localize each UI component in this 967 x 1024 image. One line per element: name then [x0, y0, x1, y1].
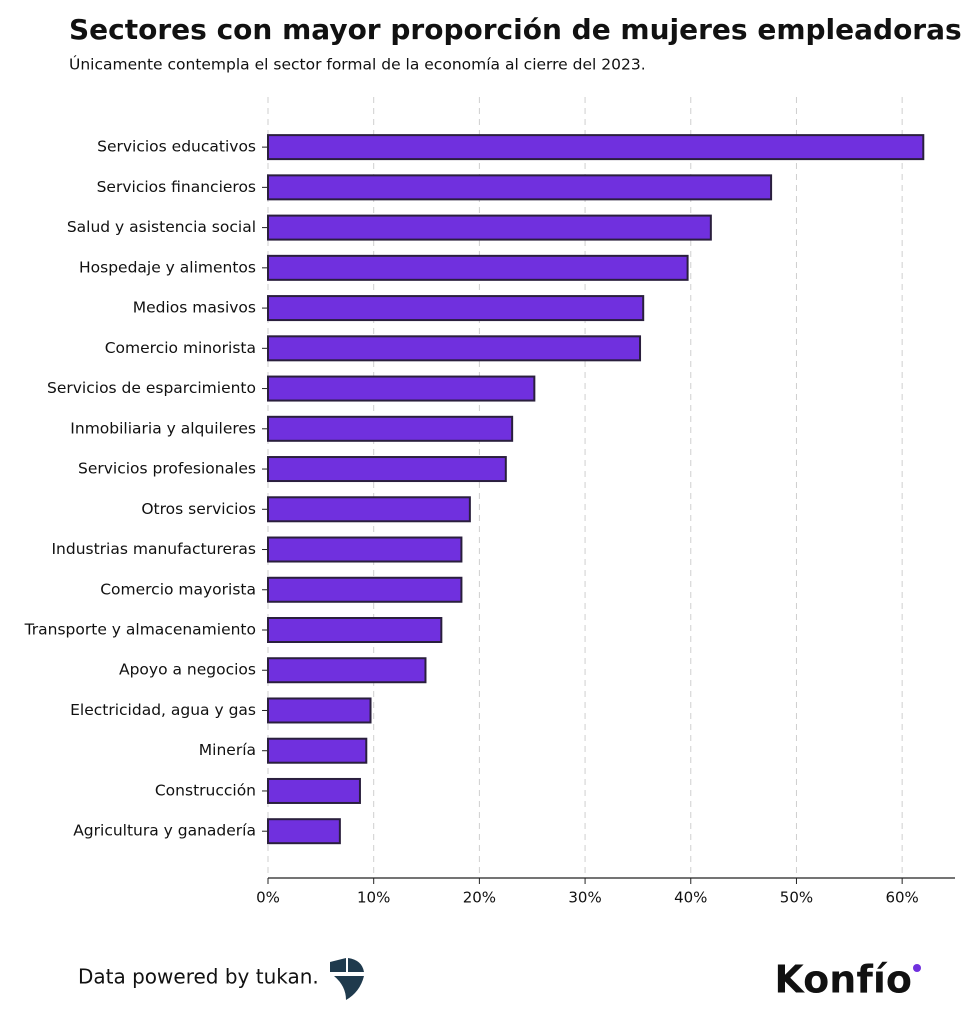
tukan-logo — [330, 958, 364, 1000]
bar — [267, 737, 368, 764]
chart-subtitle: Únicamente contempla el sector formal de… — [69, 55, 646, 74]
bar — [267, 697, 372, 724]
bar — [267, 415, 514, 442]
y-tick-label: Minería — [199, 741, 256, 759]
y-tick-label: Salud y asistencia social — [67, 218, 256, 236]
y-tick-label: Agricultura y ganadería — [73, 822, 256, 840]
y-tick-label: Medios masivos — [133, 299, 256, 317]
y-tick-label: Otros servicios — [141, 500, 256, 518]
bar — [267, 777, 361, 804]
footer-credit: Data powered by tukan. — [78, 965, 319, 989]
y-tick-label: Servicios profesionales — [78, 460, 256, 478]
y-tick-label: Construcción — [155, 781, 256, 799]
y-tick-label: Servicios educativos — [97, 138, 256, 156]
y-tick-label: Inmobiliaria y alquileres — [70, 419, 256, 437]
bar — [267, 456, 507, 483]
bar — [267, 174, 773, 201]
bar — [267, 295, 645, 322]
y-tick-label: Servicios financieros — [97, 178, 256, 196]
bar — [267, 657, 427, 684]
bar — [267, 818, 341, 845]
y-tick-label: Apoyo a negocios — [119, 661, 256, 679]
y-tick-label: Hospedaje y alimentos — [79, 258, 256, 276]
x-tick-label: 0% — [256, 889, 280, 907]
bar — [267, 375, 536, 402]
y-tick-label: Comercio minorista — [105, 339, 256, 357]
bar — [267, 496, 471, 523]
y-tick-label: Transporte y almacenamiento — [24, 621, 256, 639]
bar — [267, 536, 463, 563]
brand-dot — [913, 964, 921, 972]
x-tick-label: 40% — [674, 889, 707, 907]
bar — [267, 134, 925, 161]
bar — [267, 576, 463, 603]
x-tick-label: 30% — [568, 889, 601, 907]
y-tick-label: Industrias manufactureras — [51, 540, 256, 558]
bar — [267, 254, 689, 281]
bar — [267, 214, 712, 241]
bar — [267, 335, 642, 362]
x-tick-label: 60% — [885, 889, 918, 907]
bar — [267, 617, 443, 643]
x-tick-label: 20% — [463, 889, 496, 907]
y-tick-label: Comercio mayorista — [100, 580, 256, 598]
y-tick-label: Electricidad, agua y gas — [70, 701, 256, 719]
x-tick-label: 10% — [357, 889, 390, 907]
y-tick-label: Servicios de esparcimiento — [47, 379, 256, 397]
brand-logo: Konfío — [774, 958, 912, 1002]
chart-title: Sectores con mayor proporción de mujeres… — [69, 13, 962, 46]
x-tick-label: 50% — [780, 889, 813, 907]
